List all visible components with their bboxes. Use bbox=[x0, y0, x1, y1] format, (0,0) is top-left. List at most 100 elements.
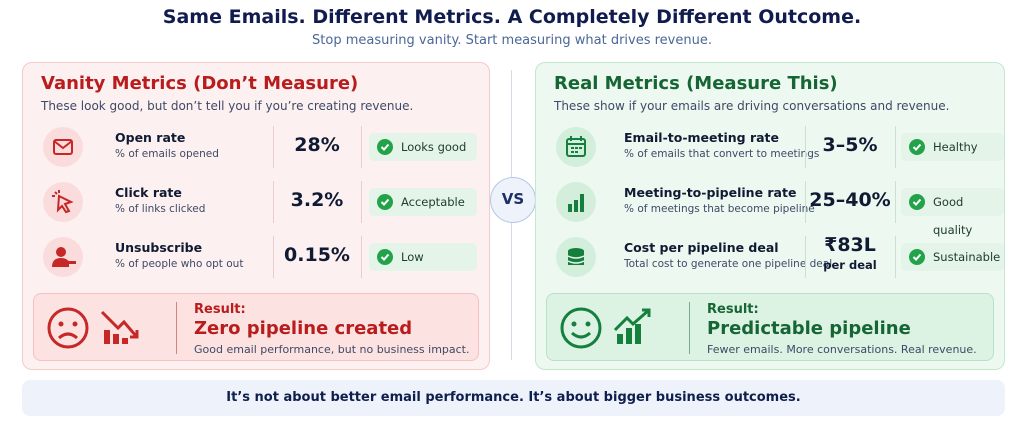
divider bbox=[361, 126, 362, 168]
metric-row: Click rate % of links clicked 3.2% Accep… bbox=[33, 179, 479, 225]
result-box-part bbox=[560, 307, 602, 349]
status-pill-part-part bbox=[912, 198, 922, 206]
result-headline: Predictable pipeline bbox=[707, 318, 911, 339]
metric-icon bbox=[43, 237, 83, 277]
metric-description: % of emails that convert to meetings bbox=[624, 148, 820, 160]
metric-value: 0.15% bbox=[284, 244, 350, 266]
metric-icon bbox=[556, 182, 596, 222]
status-pill-part bbox=[909, 194, 925, 210]
result-box-part-part bbox=[113, 334, 119, 344]
divider bbox=[361, 181, 362, 223]
icon-part bbox=[567, 136, 585, 145]
icon-part bbox=[568, 204, 572, 212]
metric-icon bbox=[556, 237, 596, 277]
icon-part bbox=[53, 140, 73, 150]
divider bbox=[273, 236, 274, 278]
metric-row: Open rate % of emails opened 28% Looks g… bbox=[33, 124, 479, 170]
status-pill-part bbox=[909, 139, 925, 155]
metric-description: % of people who opt out bbox=[115, 258, 244, 270]
divider bbox=[805, 236, 806, 278]
result-description: Good email performance, but no business … bbox=[194, 343, 470, 356]
icon-part bbox=[56, 194, 74, 214]
metric-name: Click rate bbox=[115, 185, 182, 200]
status-pill-part-part bbox=[380, 253, 390, 261]
metric-description: % of links clicked bbox=[115, 203, 206, 215]
result-box: Result: Predictable pipeline Fewer email… bbox=[546, 293, 994, 361]
metric-value: ₹83L bbox=[824, 234, 876, 256]
divider bbox=[895, 126, 896, 168]
result-headline: Zero pipeline created bbox=[194, 318, 413, 339]
icon bbox=[52, 190, 74, 214]
status-pill-part-part bbox=[380, 198, 390, 206]
metric-description: % of meetings that become pipeline bbox=[624, 203, 815, 215]
panel-subtitle: These look good, but don’t tell you if y… bbox=[41, 99, 414, 113]
result-box-part-part bbox=[100, 310, 138, 337]
result-box-part bbox=[100, 310, 139, 344]
result-box-part-part bbox=[613, 308, 650, 332]
metric-name: Unsubscribe bbox=[115, 240, 203, 255]
icon bbox=[53, 139, 73, 155]
divider bbox=[273, 181, 274, 223]
metric-name: Email-to-meeting rate bbox=[624, 130, 779, 145]
divider bbox=[895, 236, 896, 278]
metric-value: 3–5% bbox=[822, 134, 878, 156]
metric-value: 28% bbox=[294, 134, 340, 156]
divider bbox=[689, 302, 690, 354]
divider bbox=[361, 236, 362, 278]
result-box-part bbox=[613, 308, 651, 344]
metric-icon bbox=[43, 127, 83, 167]
result-box-part-part bbox=[571, 331, 591, 339]
metric-icon bbox=[43, 182, 83, 222]
divider bbox=[176, 302, 177, 354]
result-box-part-part bbox=[560, 307, 602, 349]
result-box-part-part bbox=[58, 332, 78, 340]
icon-part bbox=[67, 261, 76, 264]
metric-row: Unsubscribe % of people who opt out 0.15… bbox=[33, 234, 479, 280]
icon-part bbox=[52, 258, 69, 267]
icon bbox=[52, 247, 76, 267]
divider bbox=[895, 181, 896, 223]
icon bbox=[568, 194, 584, 212]
divider bbox=[805, 126, 806, 168]
status-pill-part bbox=[909, 249, 925, 265]
footer: It’s not about better email performance.… bbox=[22, 380, 1005, 416]
result-box-part-part bbox=[571, 321, 577, 327]
metric-value: 25–40% bbox=[809, 189, 891, 211]
title: Same Emails. Different Metrics. A Comple… bbox=[162, 6, 862, 28]
metric-description: % of emails opened bbox=[115, 148, 219, 160]
result-label: Result: bbox=[707, 302, 759, 317]
icon-part bbox=[52, 190, 60, 197]
icon-part bbox=[571, 147, 582, 153]
status-pill-part-part bbox=[912, 143, 922, 151]
metric-value: 3.2% bbox=[290, 189, 344, 211]
result-box-part-part bbox=[47, 307, 89, 349]
metric-name: Open rate bbox=[115, 130, 186, 145]
result-box-part-part bbox=[626, 328, 632, 344]
status-pill: Sustainable bbox=[901, 243, 1004, 271]
subtitle: Stop measuring vanity. Start measuring w… bbox=[312, 33, 712, 48]
status-text: Sustainable bbox=[933, 250, 1001, 264]
result-box: Result: Zero pipeline created Good email… bbox=[33, 293, 479, 361]
icon-part bbox=[567, 255, 585, 264]
status-pill-part-part bbox=[380, 143, 390, 151]
real-panel: Real Metrics (Measure This) These show i… bbox=[535, 62, 1005, 370]
metric-name: Cost per pipeline deal bbox=[624, 240, 779, 255]
status-pill: Looks good bbox=[369, 133, 477, 161]
divider bbox=[805, 181, 806, 223]
metric-description: Total cost to generate one pipeline deal bbox=[624, 258, 833, 270]
result-box-part-part bbox=[104, 330, 110, 344]
panel-subtitle: These show if your emails are driving co… bbox=[554, 99, 950, 113]
vanity-panel: Vanity Metrics (Don’t Measure) These loo… bbox=[22, 62, 490, 370]
result-description: Fewer emails. More conversations. Real r… bbox=[707, 343, 977, 356]
status-text: Healthy bbox=[933, 140, 978, 154]
result-box-part-part bbox=[72, 321, 78, 327]
metric-name: Meeting-to-pipeline rate bbox=[624, 185, 797, 200]
icon bbox=[566, 136, 586, 157]
metric-value-note: per deal bbox=[823, 258, 877, 272]
status-text: Low bbox=[401, 250, 424, 264]
status-pill-part-part bbox=[912, 253, 922, 261]
result-box-part-part bbox=[122, 338, 128, 344]
icon-part bbox=[580, 194, 584, 212]
result-label: Result: bbox=[194, 302, 246, 317]
